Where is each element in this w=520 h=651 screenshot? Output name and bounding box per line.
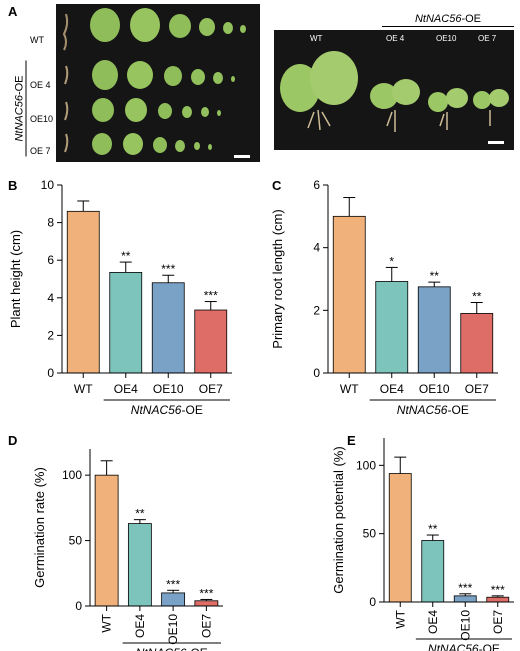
panel-d-letter: D xyxy=(8,433,17,448)
panel-e-letter: E xyxy=(347,433,356,448)
panel-b-bar-oe4 xyxy=(109,272,143,374)
panel-e-ytick-label-0: 0 xyxy=(369,595,376,609)
panel-c-ylabel: Primary root length (cm) xyxy=(270,209,285,348)
panel-d-bar-oe7 xyxy=(194,600,219,607)
panel-c-sig-1: * xyxy=(389,254,394,268)
row-label-oe4: OE 4 xyxy=(30,80,51,90)
panel-c-bar-oe7 xyxy=(460,313,494,374)
panel-b-ytick-label-0: 0 xyxy=(47,366,54,380)
panel-c-xlabel-3: OE7 xyxy=(465,382,489,396)
panel-e-sig-3: *** xyxy=(491,583,505,597)
panel-d-ylabel: Germination rate (%) xyxy=(32,467,47,588)
panel-d-bar-wt xyxy=(94,474,119,607)
panel-b-ytick-label-5: 10 xyxy=(41,178,55,192)
panel-e-bar-oe7 xyxy=(486,596,510,603)
panel-c-xlabel-1: OE4 xyxy=(380,382,404,396)
panel-d-xlabel-1: OE4 xyxy=(133,614,147,638)
panel-b-xlabel-0: WT xyxy=(74,382,93,396)
panel-e-xlabel-0: WT xyxy=(393,609,407,628)
gene-name-italic: NtNAC56 xyxy=(131,403,182,417)
panel-d-xlabel-3: OE7 xyxy=(199,614,213,638)
panel-b-ytick-label-1: 2 xyxy=(47,328,54,342)
panel-e-bar-wt xyxy=(388,473,412,603)
panel-c-group-label: NtNAC56-OE xyxy=(397,403,469,417)
panel-d-bar-oe4 xyxy=(127,523,152,607)
right-label-oe7: OE 7 xyxy=(478,34,497,43)
panel-c-letter: C xyxy=(272,178,282,193)
right-header: NtNAC56-OE xyxy=(382,13,514,27)
panel-d-group-label: NtNAC56-OE xyxy=(136,646,208,651)
panel-d-ytick-label-2: 100 xyxy=(62,468,82,482)
panel-b-ytick-label-4: 8 xyxy=(47,216,54,230)
panel-b-xlabel-2: OE10 xyxy=(153,382,184,396)
row-label-wt: WT xyxy=(30,35,44,45)
panel-c-xlabel-2: OE10 xyxy=(419,382,450,396)
panel-b-bar-oe7 xyxy=(194,309,228,374)
panel-c-ytick-label-2: 4 xyxy=(313,241,320,255)
right-header-gene-italic: NtNAC56 xyxy=(414,13,462,25)
panel-e-xlabel-3: OE7 xyxy=(491,610,505,634)
gene-suffix: -OE xyxy=(447,403,468,417)
panel-e-bar-oe4 xyxy=(421,540,445,603)
gene-name-italic: NtNAC56 xyxy=(397,403,448,417)
panel-d-sig-2: *** xyxy=(166,577,180,591)
panel-b-ylabel: Plant height (cm) xyxy=(8,230,23,328)
panel-b-ytick-label-2: 4 xyxy=(47,291,54,305)
panel-c-xlabel-0: WT xyxy=(340,382,359,396)
gene-suffix: -OE xyxy=(181,403,202,417)
right-header-suffix: -OE xyxy=(461,13,482,25)
gene-name-italic: NtNAC56 xyxy=(136,646,187,651)
panel-e-ytick-label-2: 100 xyxy=(356,458,376,472)
panel-e-sig-2: *** xyxy=(458,581,472,595)
panel-c-ytick-label-3: 6 xyxy=(313,178,320,192)
panel-d-sig-1: ** xyxy=(135,507,145,521)
panel-c-ytick-label-1: 2 xyxy=(313,303,320,317)
panel-b-sig-3: *** xyxy=(204,289,218,303)
right-label-wt: WT xyxy=(310,34,323,43)
panel-b-sig-2: *** xyxy=(161,262,175,276)
panel-b-xlabel-3: OE7 xyxy=(199,382,223,396)
panel-c-bar-oe4 xyxy=(375,281,409,374)
panel-e-group-label: NtNAC56-OE xyxy=(428,642,500,651)
panel-a-left-photo xyxy=(56,4,260,162)
gene-suffix: -OE xyxy=(479,642,500,651)
panel-d-xlabel-0: WT xyxy=(100,613,114,632)
panel-b-bar-oe10 xyxy=(151,282,185,374)
panel-d-bar-oe10 xyxy=(161,592,186,607)
panel-e-ytick-label-1: 50 xyxy=(363,527,377,541)
row-label-oe7: OE 7 xyxy=(30,146,51,156)
seedling-leaves-image xyxy=(62,8,250,158)
gene-suffix: -OE xyxy=(186,646,207,651)
panel-c-bar-wt xyxy=(332,215,366,374)
panel-e-xlabel-1: OE4 xyxy=(426,610,440,634)
gene-name-italic: NtNAC56 xyxy=(428,642,479,651)
panel-b-sig-1: ** xyxy=(121,249,131,263)
row-label-oe10: OE10 xyxy=(30,114,54,124)
panel-e-xlabel-2: OE10 xyxy=(458,610,472,641)
panel-b-letter: B xyxy=(8,178,17,193)
panel-c-bar-oe10 xyxy=(417,286,451,374)
right-label-oe4: OE 4 xyxy=(386,34,405,43)
panel-e-ylabel: Germination potential (%) xyxy=(331,446,346,593)
panel-b-group-label: NtNAC56-OE xyxy=(131,403,203,417)
panel-c-ytick-label-0: 0 xyxy=(313,366,320,380)
panel-d-ytick-label-0: 0 xyxy=(75,599,82,613)
panel-a-letter: A xyxy=(8,4,18,19)
panel-c-sig-3: ** xyxy=(472,290,482,304)
panel-d-xlabel-2: OE10 xyxy=(166,614,180,645)
panel-e-bar-oe10 xyxy=(453,595,477,603)
panel-d-sig-3: *** xyxy=(199,586,213,600)
panel-d-ytick-label-1: 50 xyxy=(69,534,83,548)
panel-b-xlabel-1: OE4 xyxy=(114,382,138,396)
seedlings-image xyxy=(280,51,509,144)
right-label-oe10: OE10 xyxy=(436,34,457,43)
panel-a-right-photo xyxy=(274,30,514,150)
panel-c-sig-2: ** xyxy=(430,269,440,283)
panel-b-ytick-label-3: 6 xyxy=(47,253,54,267)
panel-e-sig-1: ** xyxy=(428,522,438,536)
panel-b-bar-wt xyxy=(66,210,100,374)
